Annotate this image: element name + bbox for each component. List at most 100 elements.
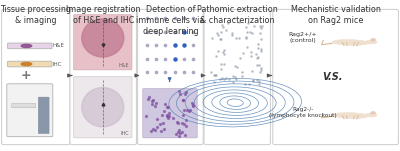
Point (165, 116, 172, 119)
Point (254, 56, 260, 59)
Point (230, 81, 236, 84)
Point (176, 129, 183, 131)
Point (154, 118, 160, 120)
Point (215, 33, 221, 36)
Text: Mechanistic validation
on Rag2 mice: Mechanistic validation on Rag2 mice (291, 5, 380, 25)
Point (246, 83, 252, 85)
Point (175, 131, 181, 133)
Point (149, 103, 156, 105)
Point (231, 65, 238, 67)
Ellipse shape (365, 113, 377, 117)
Point (255, 56, 262, 59)
Point (157, 123, 163, 125)
Point (225, 21, 231, 24)
Point (248, 55, 254, 57)
Point (179, 122, 186, 125)
Point (248, 51, 254, 53)
FancyBboxPatch shape (204, 9, 270, 145)
Point (256, 32, 263, 34)
Text: V.S.: V.S. (322, 72, 343, 82)
Point (229, 33, 236, 36)
Point (243, 37, 249, 40)
Text: Rag2+/+
(control): Rag2+/+ (control) (289, 32, 318, 43)
Point (258, 27, 264, 29)
Ellipse shape (21, 63, 32, 66)
FancyBboxPatch shape (8, 43, 52, 49)
Point (152, 102, 159, 104)
Ellipse shape (371, 39, 375, 41)
Point (244, 31, 250, 33)
Point (253, 53, 259, 55)
Point (211, 73, 217, 76)
Point (222, 28, 229, 31)
Text: H&E: H&E (118, 63, 129, 68)
Point (247, 31, 253, 33)
Point (218, 31, 224, 33)
Point (152, 128, 158, 131)
Point (231, 17, 237, 20)
Text: H&E: H&E (52, 43, 64, 48)
Point (176, 134, 182, 137)
Point (152, 104, 158, 107)
FancyBboxPatch shape (7, 84, 53, 137)
Point (211, 80, 218, 83)
Point (160, 122, 166, 124)
Point (154, 125, 160, 128)
Point (180, 109, 187, 111)
Point (184, 109, 190, 111)
FancyBboxPatch shape (2, 9, 70, 145)
Point (208, 71, 214, 73)
Point (256, 83, 262, 85)
FancyBboxPatch shape (70, 9, 136, 145)
Point (237, 56, 244, 59)
Point (255, 43, 261, 45)
Point (219, 51, 226, 54)
Point (250, 80, 256, 82)
Point (160, 128, 167, 130)
Point (232, 37, 239, 39)
Point (174, 121, 180, 124)
Point (164, 106, 171, 108)
Point (160, 109, 167, 112)
Point (186, 109, 192, 112)
Point (212, 73, 218, 76)
Point (234, 66, 240, 68)
Point (258, 38, 264, 40)
Point (218, 38, 225, 40)
Point (221, 53, 228, 55)
Point (213, 54, 220, 57)
Point (251, 25, 257, 27)
Point (223, 77, 229, 79)
Point (220, 26, 226, 28)
Point (183, 119, 189, 121)
Point (158, 114, 165, 116)
Point (217, 37, 224, 40)
Point (173, 133, 180, 135)
Point (146, 95, 152, 98)
Point (255, 47, 261, 50)
Point (150, 99, 156, 101)
Text: Rag2-/-
(lymphocyte knockout): Rag2-/- (lymphocyte knockout) (269, 107, 337, 119)
Point (250, 79, 256, 81)
Point (256, 24, 263, 27)
FancyBboxPatch shape (138, 9, 203, 145)
Text: IHC: IHC (120, 131, 129, 136)
FancyBboxPatch shape (12, 103, 36, 108)
Point (166, 115, 172, 117)
Ellipse shape (82, 19, 124, 57)
Point (249, 32, 255, 34)
Point (214, 31, 220, 34)
Point (244, 46, 251, 48)
Point (182, 93, 188, 95)
Point (182, 134, 189, 136)
Point (218, 68, 224, 70)
Point (165, 112, 172, 114)
Text: Image registration
of H&E and IHC: Image registration of H&E and IHC (66, 5, 140, 25)
Point (239, 75, 246, 77)
Point (189, 102, 196, 104)
Point (149, 100, 155, 102)
Point (236, 37, 242, 40)
Point (221, 78, 227, 81)
Point (240, 52, 246, 55)
Point (258, 67, 264, 69)
